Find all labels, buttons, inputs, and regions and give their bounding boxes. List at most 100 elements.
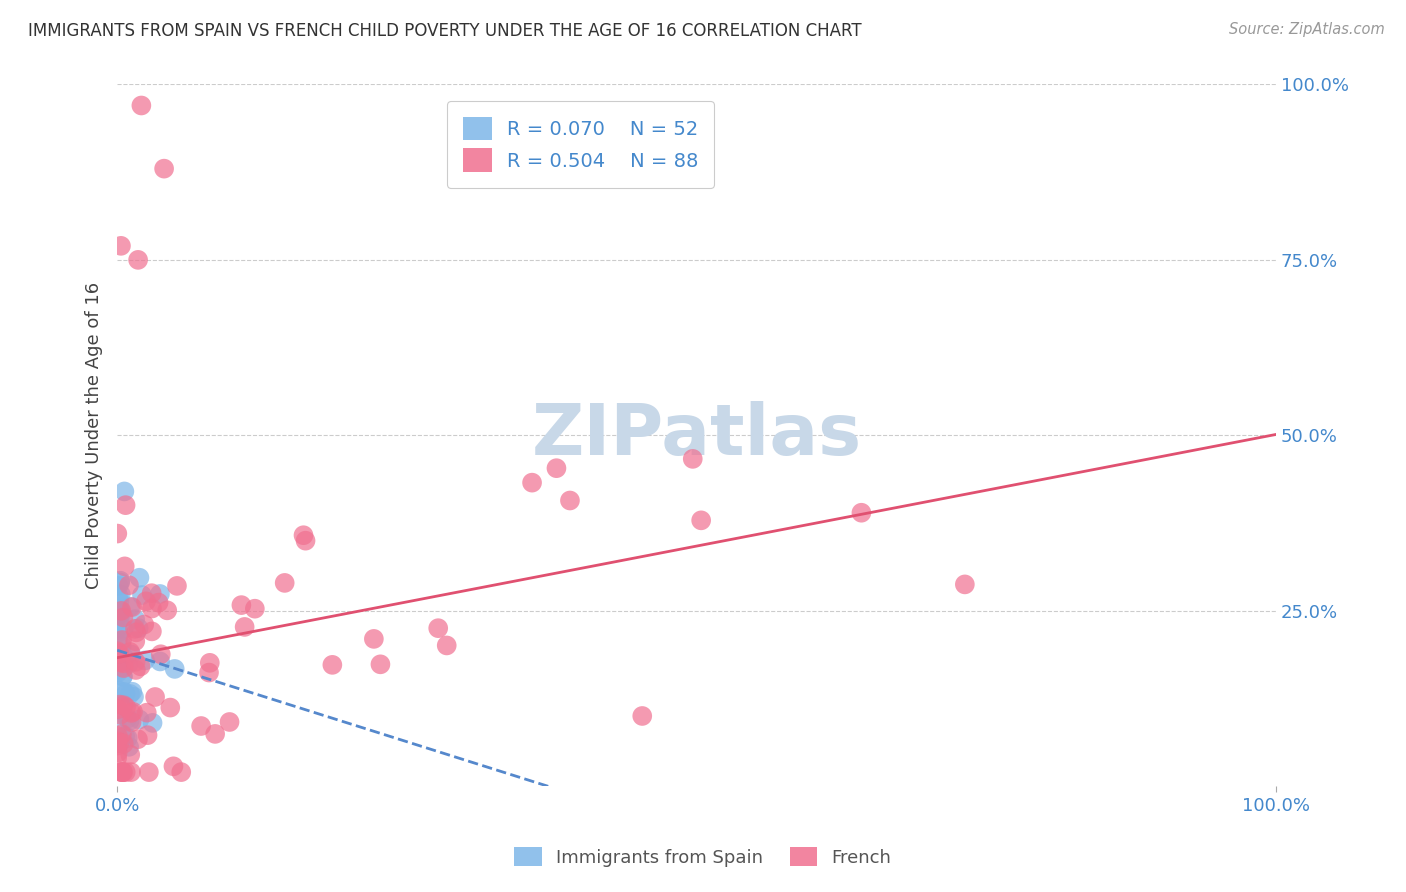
Point xyxy=(135,594,157,608)
Point xyxy=(363,632,385,646)
Point xyxy=(118,578,141,592)
Point xyxy=(107,625,129,640)
Point xyxy=(136,728,159,742)
Point xyxy=(120,747,142,762)
Point xyxy=(107,702,129,716)
Point xyxy=(149,587,172,601)
Point xyxy=(135,706,157,720)
Point xyxy=(233,620,256,634)
Point xyxy=(128,621,150,635)
Point xyxy=(124,634,146,648)
Point xyxy=(120,645,142,659)
Point xyxy=(134,653,156,667)
Point xyxy=(110,239,132,253)
Point xyxy=(112,669,135,683)
Point xyxy=(114,687,136,701)
Point xyxy=(273,575,295,590)
Point xyxy=(112,484,135,499)
Point xyxy=(851,506,873,520)
Point xyxy=(110,587,132,601)
Point xyxy=(115,700,138,714)
Point xyxy=(141,601,163,615)
Point xyxy=(108,604,131,618)
Point xyxy=(108,698,131,712)
Point xyxy=(111,639,134,653)
Point xyxy=(112,737,135,751)
Point xyxy=(105,750,128,764)
Point xyxy=(131,98,153,112)
Point xyxy=(127,732,149,747)
Point xyxy=(122,705,145,719)
Point xyxy=(110,604,132,618)
Point xyxy=(107,746,129,760)
Point xyxy=(520,475,543,490)
Point xyxy=(108,736,131,750)
Point xyxy=(112,610,135,624)
Point xyxy=(120,648,142,662)
Point xyxy=(128,713,150,727)
Point xyxy=(108,663,131,677)
Point xyxy=(112,661,135,675)
Point xyxy=(112,657,135,671)
Point xyxy=(124,622,146,636)
Point xyxy=(204,727,226,741)
Point xyxy=(120,765,142,780)
Point xyxy=(134,617,156,632)
Point xyxy=(118,739,141,754)
Point xyxy=(107,632,129,647)
Point xyxy=(108,575,131,590)
Point xyxy=(682,451,704,466)
Point xyxy=(107,734,129,748)
Point xyxy=(107,644,129,658)
Point xyxy=(427,621,450,635)
Point xyxy=(114,559,136,574)
Point xyxy=(125,625,148,640)
Point xyxy=(120,599,142,614)
Point xyxy=(111,765,134,780)
Point xyxy=(110,606,132,620)
Point xyxy=(690,513,713,527)
Point xyxy=(107,729,129,743)
Point xyxy=(111,659,134,673)
Point xyxy=(125,663,148,677)
Point xyxy=(112,622,135,636)
Point xyxy=(110,655,132,669)
Point xyxy=(159,700,181,714)
Point xyxy=(118,657,141,671)
Point xyxy=(631,709,654,723)
Text: IMMIGRANTS FROM SPAIN VS FRENCH CHILD POVERTY UNDER THE AGE OF 16 CORRELATION CH: IMMIGRANTS FROM SPAIN VS FRENCH CHILD PO… xyxy=(28,22,862,40)
Point xyxy=(190,719,212,733)
Point xyxy=(129,659,152,673)
Point xyxy=(111,669,134,683)
Point xyxy=(111,727,134,741)
Point xyxy=(108,613,131,627)
Point xyxy=(112,649,135,664)
Point xyxy=(112,685,135,699)
Point xyxy=(243,601,266,615)
Point xyxy=(546,461,568,475)
Text: Source: ZipAtlas.com: Source: ZipAtlas.com xyxy=(1229,22,1385,37)
Point xyxy=(121,600,143,615)
Point xyxy=(231,598,253,612)
Point xyxy=(153,161,176,176)
Point xyxy=(163,662,186,676)
Point xyxy=(138,765,160,780)
Point xyxy=(121,715,143,730)
Point xyxy=(131,588,153,602)
Point xyxy=(112,765,135,780)
Point xyxy=(170,765,193,780)
Point xyxy=(141,624,163,639)
Point xyxy=(107,579,129,593)
Point xyxy=(218,714,240,729)
Point xyxy=(118,714,141,728)
Text: ZIPatlas: ZIPatlas xyxy=(531,401,862,470)
Legend: R = 0.070    N = 52, R = 0.504    N = 88: R = 0.070 N = 52, R = 0.504 N = 88 xyxy=(447,101,714,187)
Point xyxy=(142,715,165,730)
Point xyxy=(294,533,316,548)
Point xyxy=(108,607,131,622)
Point xyxy=(292,528,315,542)
Point xyxy=(108,594,131,608)
Point xyxy=(122,690,145,704)
Point xyxy=(121,685,143,699)
Point xyxy=(105,739,128,753)
